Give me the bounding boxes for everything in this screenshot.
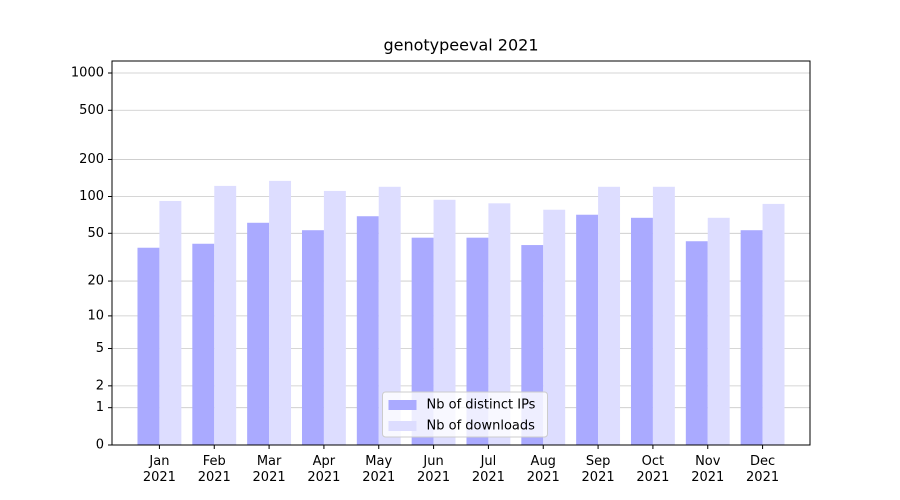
y-tick-label: 2 xyxy=(96,378,104,393)
y-tick-label: 10 xyxy=(87,308,104,323)
x-tick-label: Mar 2021 xyxy=(253,454,286,485)
bar xyxy=(740,230,763,445)
legend-swatch xyxy=(388,400,417,410)
y-tick-label: 500 xyxy=(79,103,104,118)
labels: 0 1 2 5 10 20 50 100 200 500 1000 Jan 2021 Feb 2021 Mar… xyxy=(71,66,779,485)
bar xyxy=(247,222,270,445)
chart-title: genotypeeval 2021 xyxy=(383,36,538,55)
y-tick-label: 1 xyxy=(96,400,104,415)
x-tick-label: Jan 2021 xyxy=(143,454,176,485)
legend-label: Nb of distinct IPs xyxy=(427,398,536,413)
bar xyxy=(543,209,566,445)
x-tick-label: Aug 2021 xyxy=(527,454,560,485)
bar xyxy=(652,186,675,445)
y-tick-label: 5 xyxy=(96,341,104,356)
y-tick-label: 100 xyxy=(79,189,104,204)
bar xyxy=(159,200,182,445)
x-tick-label: Feb 2021 xyxy=(198,454,231,485)
bar xyxy=(269,180,292,445)
y-tick-label: 200 xyxy=(79,152,104,167)
bar xyxy=(301,230,324,445)
x-tick-label: Jul 2021 xyxy=(472,454,505,485)
bar xyxy=(707,217,730,445)
bar xyxy=(630,217,653,445)
plot-frame xyxy=(111,60,811,446)
x-tick-label: Dec 2021 xyxy=(746,454,779,485)
bar xyxy=(488,203,511,445)
y-tick-label: 50 xyxy=(87,226,104,241)
y-tick-label: 20 xyxy=(87,274,104,289)
x-tick-label: Sep 2021 xyxy=(582,454,615,485)
x-tick-label: Oct 2021 xyxy=(636,454,669,485)
bar xyxy=(378,186,401,445)
bar xyxy=(685,241,708,445)
bar xyxy=(356,216,379,445)
x-tick-label: May 2021 xyxy=(362,454,395,485)
x-tick-label: Jun 2021 xyxy=(417,454,450,485)
bar xyxy=(576,214,599,445)
legend-label: Nb of downloads xyxy=(427,419,536,434)
x-tick-label: Apr 2021 xyxy=(307,454,340,485)
y-tick-label: 0 xyxy=(96,438,104,453)
bar xyxy=(214,185,237,445)
legend: Nb of distinct IPs Nb of downloads xyxy=(382,391,548,438)
bar xyxy=(598,186,621,445)
bar xyxy=(762,203,785,445)
x-tick-label: Nov 2021 xyxy=(691,454,724,485)
bar xyxy=(192,243,215,445)
bar xyxy=(323,190,346,445)
bar xyxy=(137,247,160,445)
bar xyxy=(433,199,456,445)
legend-box xyxy=(382,391,548,438)
legend-swatch xyxy=(388,421,417,431)
y-tick-label: 1000 xyxy=(71,66,104,81)
